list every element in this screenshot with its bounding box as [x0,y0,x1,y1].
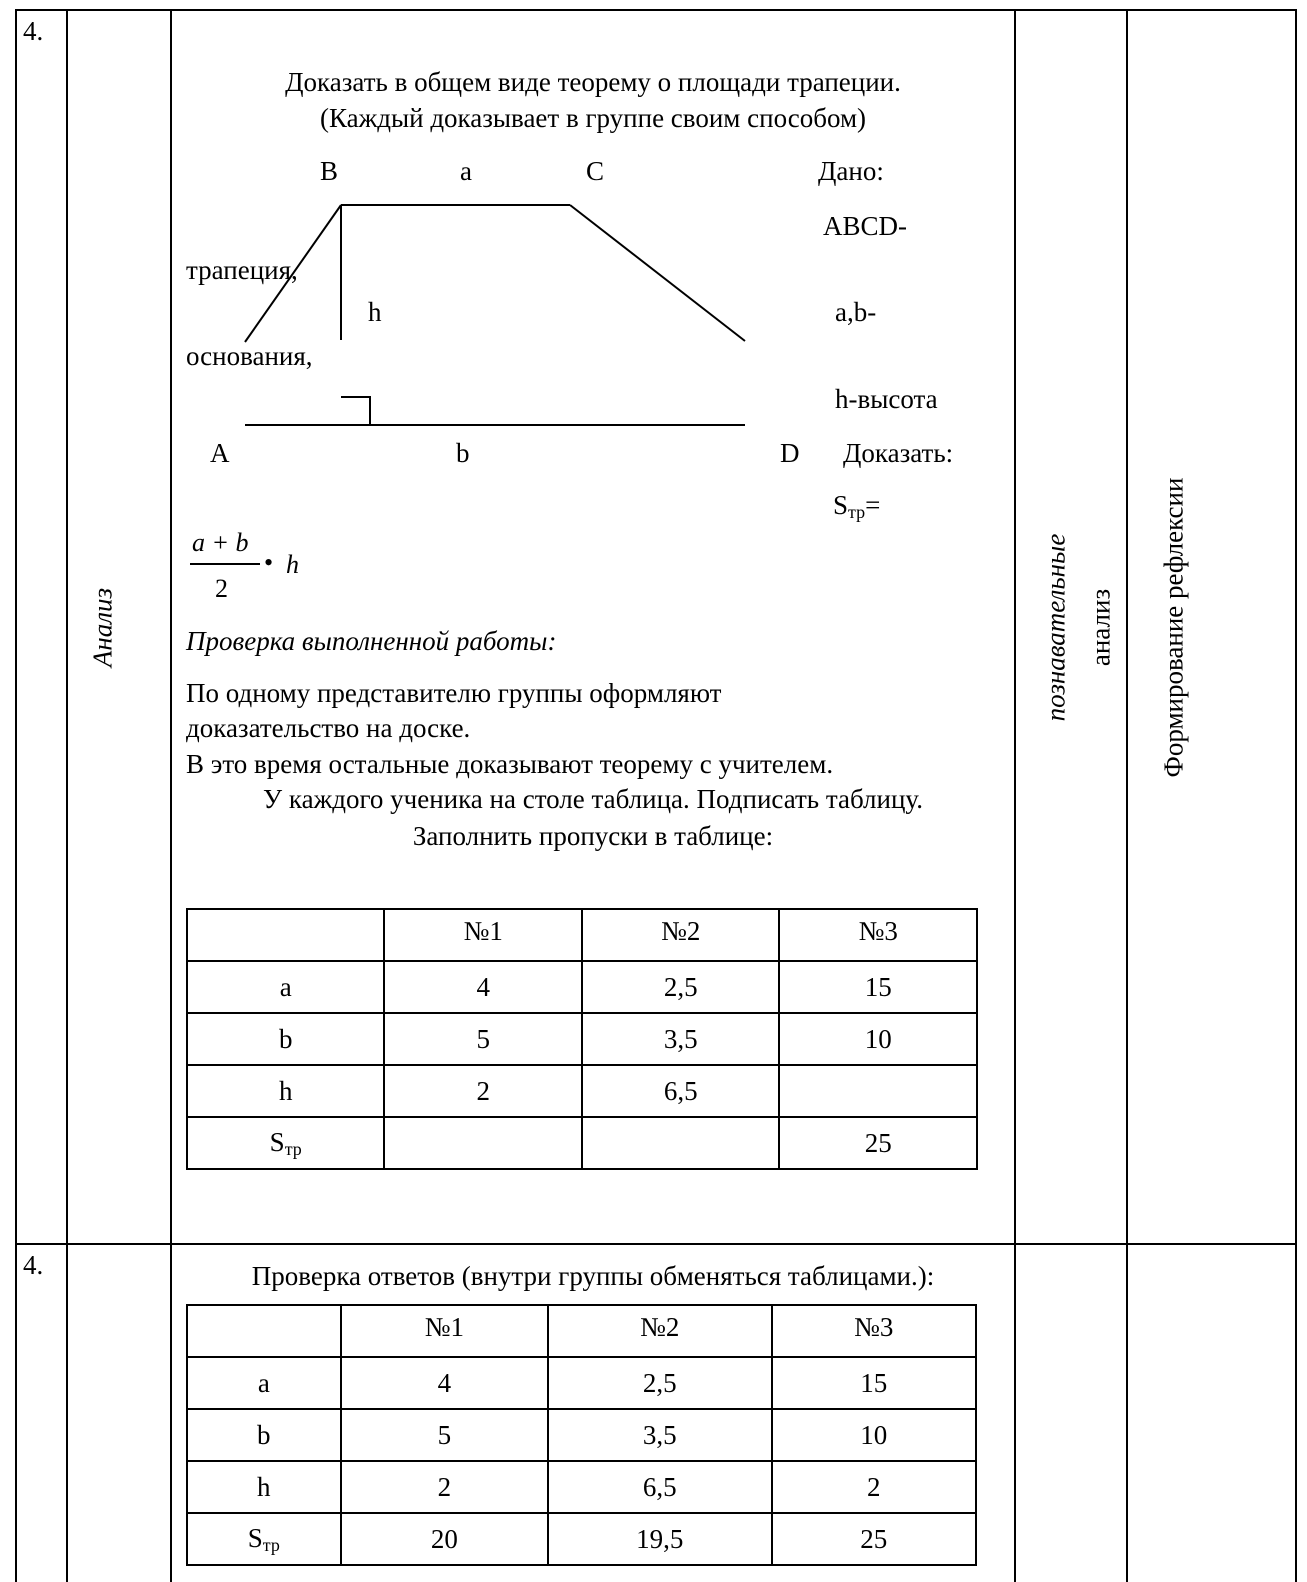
side-ab [244,204,342,343]
column-border-0 [15,9,17,1582]
row-number: 4. [23,16,44,46]
table-cell: 25 [778,1116,978,1170]
table-cell: 20 [339,1512,550,1566]
table-cell: h [185,1064,386,1118]
given-line-3: h-высота [835,384,938,414]
result-label: Формирование рефлексии [1158,477,1189,778]
table-cell: b [185,1012,386,1066]
header-cell: №1 [383,908,583,962]
table-cell: 6,5 [547,1460,773,1514]
given-line-2: a,b- [835,297,877,327]
vertex-label-a: A [210,438,230,468]
table-cell: 10 [770,1408,977,1462]
table-header-row: №1 №2 №3 [185,908,978,962]
table-row: a 4 2,5 15 [186,1356,977,1410]
table-cell: Sтр [185,1116,386,1170]
table-cell [580,1116,781,1170]
check-heading: Проверка выполненной работы: [186,626,557,656]
table-cell: a [185,960,386,1014]
side-word-2: основания, [186,341,313,371]
table-cell: 2,5 [580,960,781,1014]
table-cell: h [186,1460,342,1514]
formula-variable: h [286,550,299,579]
table-cell: 19,5 [547,1512,773,1566]
area-label: Sтр= [833,490,881,522]
table-cell: 2,5 [547,1356,773,1410]
task-title-line1: Доказать в общем виде теорему о площади … [285,67,901,97]
formula-operator: • [264,548,274,577]
given-line-1: ABCD- [823,211,908,241]
side-cd [569,204,746,342]
paragraph-line-2: доказательство на доске. [186,713,471,743]
header-cell: №1 [339,1304,550,1358]
table-header-row: №1 №2 №3 [186,1304,977,1358]
uud-type: познавательные [1040,533,1071,722]
table-cell: 15 [770,1356,977,1410]
base-label-a: a [460,156,472,186]
table-row: h 2 6,5 2 [186,1460,977,1514]
column-border-5 [1295,9,1297,1582]
answers-heading: Проверка ответов (внутри группы обменять… [251,1261,935,1291]
height-label: h [368,297,382,327]
paragraph-line-5: Заполнить пропуски в таблице: [412,821,774,851]
table-cell: 5 [339,1408,550,1462]
table-cell: Sтр [186,1512,342,1566]
table-cell: b [186,1408,342,1462]
table-cell: 3,5 [547,1408,773,1462]
method-label: анализ [1085,588,1116,667]
header-cell: №2 [580,908,781,962]
table-cell: 10 [778,1012,978,1066]
paragraph-line-4: У каждого ученика на столе таблица. Подп… [263,784,923,814]
answers-table: №1 №2 №3 a 4 2,5 15 b 5 3,5 10 h 2 6,5 2… [186,1304,977,1566]
fraction-bar [190,563,260,565]
table-cell: 2 [770,1460,977,1514]
table-cell [383,1116,583,1170]
table-cell: 4 [339,1356,550,1410]
task-title-line2: (Каждый доказывает в группе своим способ… [319,103,867,133]
table-cell: 5 [383,1012,583,1066]
header-cell: №2 [547,1304,773,1358]
table-cell: 2 [339,1460,550,1514]
row-divider [15,1243,1297,1245]
table-row: Sтр 25 [185,1116,978,1170]
table-row: b 5 3,5 10 [185,1012,978,1066]
table-row: Sтр 20 19,5 25 [186,1512,977,1566]
column-border-4 [1126,9,1128,1582]
table-cell: 6,5 [580,1064,781,1118]
table-cell: 15 [778,960,978,1014]
table-cell: 3,5 [580,1012,781,1066]
table-cell: 25 [770,1512,977,1566]
vertex-label-b: B [320,156,339,186]
side-word-1: трапеция, [186,255,298,285]
table-cell: 2 [383,1064,583,1118]
right-angle-mark [341,396,371,425]
table-cell [778,1064,978,1118]
header-cell [186,1304,342,1358]
table-row: h 2 6,5 [185,1064,978,1118]
exercise-table: №1 №2 №3 a 4 2,5 15 b 5 3,5 10 h 2 6,5 S… [185,908,978,1170]
column-border-3 [1014,9,1016,1582]
given-heading: Дано: [818,156,884,186]
vertex-label-d: D [780,438,800,468]
trapezoid-figure [244,204,746,426]
paragraph-line-1: По одному представителю группы оформляют [186,678,722,708]
header-cell: №3 [770,1304,977,1358]
table-row: b 5 3,5 10 [186,1408,977,1462]
formula-denominator: 2 [215,574,228,603]
vertex-label-c: C [586,156,605,186]
table-cell: a [186,1356,342,1410]
prove-heading: Доказать: [843,438,954,468]
paragraph-line-3: В это время остальные доказывают теорему… [186,749,834,779]
table-cell: 4 [383,960,583,1014]
formula-numerator: a + b [192,528,249,557]
row-number: 4. [23,1250,44,1280]
table-row: a 4 2,5 15 [185,960,978,1014]
header-cell: №3 [778,908,978,962]
header-cell [185,908,386,962]
column-border-2 [170,9,172,1582]
column-border-1 [66,9,68,1582]
base-label-b: b [456,438,470,468]
table-top-border [15,9,1297,11]
